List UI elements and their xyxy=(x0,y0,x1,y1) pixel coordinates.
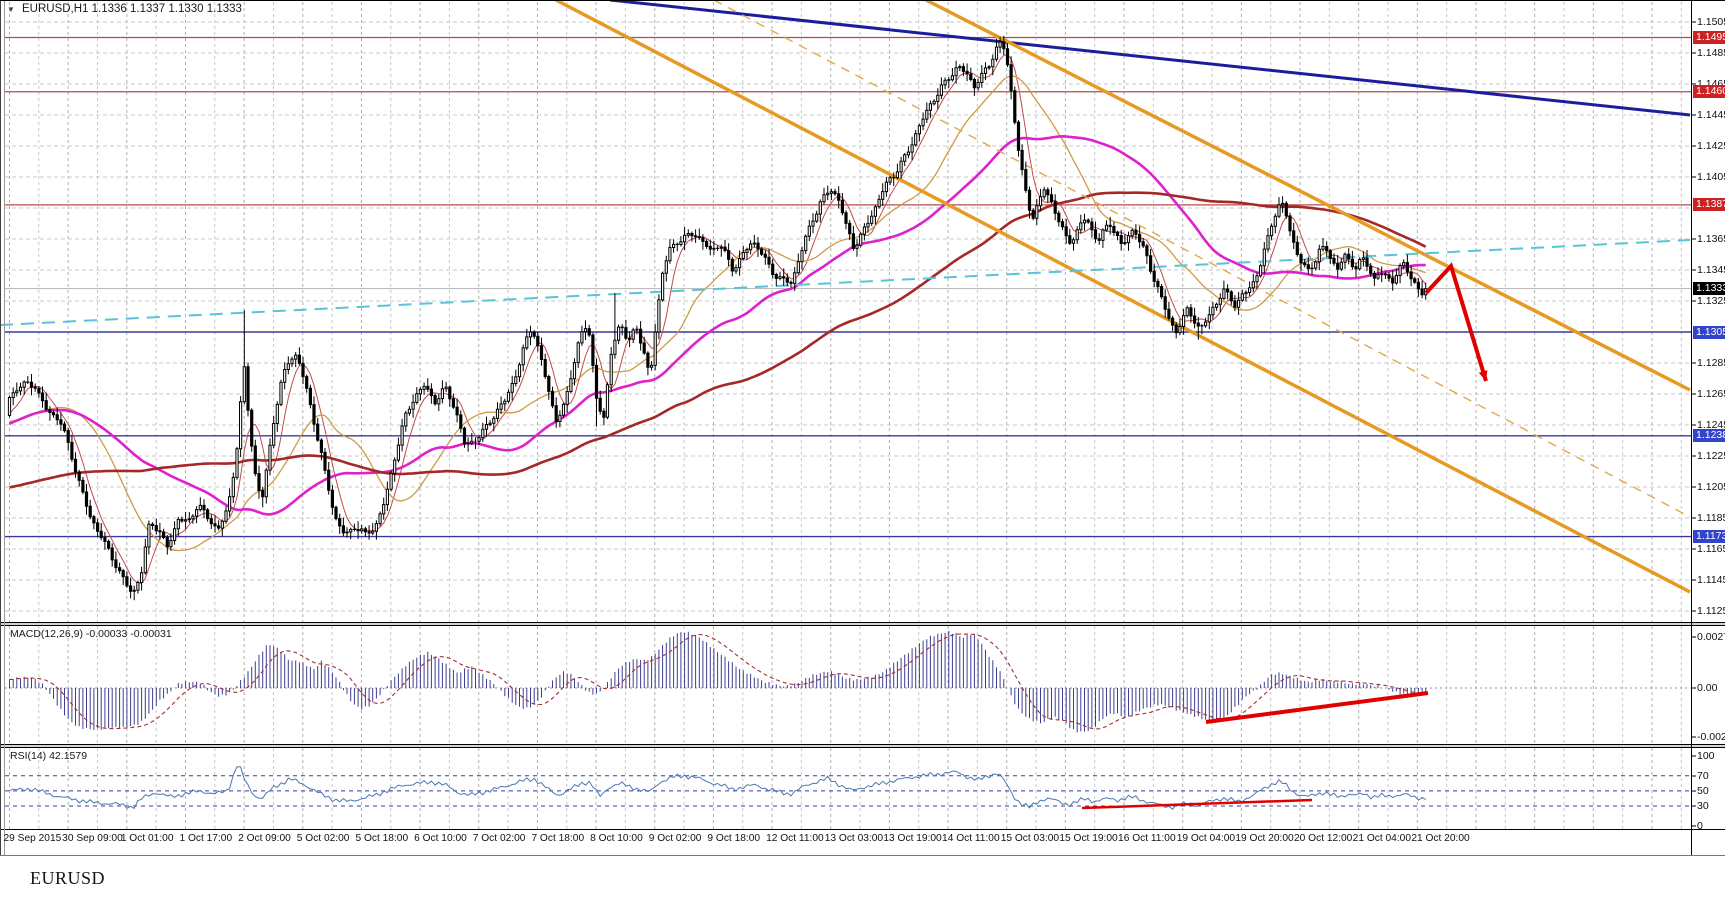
date-tick-label: 30 Sep 09:00 xyxy=(62,833,123,844)
date-tick-label: 12 Oct 11:00 xyxy=(766,833,824,844)
date-tick-label: 7 Oct 02:00 xyxy=(472,833,526,844)
price-badge-red[interactable]: 1.1495 xyxy=(1693,31,1725,44)
date-tick-label: 5 Oct 18:00 xyxy=(355,833,409,844)
price-tick-label: 1.1145 xyxy=(1697,574,1725,586)
descending-resistance-blue[interactable] xyxy=(609,0,1691,117)
price-tick-label: 1.1205 xyxy=(1697,481,1725,493)
price-tick-label: 1.1225 xyxy=(1697,450,1725,462)
price-tick-label: 1.1425 xyxy=(1697,140,1725,152)
date-tick-label: 15 Oct 19:00 xyxy=(1059,833,1118,844)
chart-title-ohlc: EURUSD,H1 1.1336 1.1337 1.1330 1.1333 xyxy=(22,3,242,15)
price-badge-red[interactable]: 1.1387 xyxy=(1693,198,1725,212)
date-tick-label: 1 Oct 01:00 xyxy=(120,833,174,844)
date-tick-label: 16 Oct 11:00 xyxy=(1118,833,1176,844)
price-tick-label: 1.1445 xyxy=(1697,109,1725,121)
rsi-divergence-trendline[interactable] xyxy=(1081,798,1313,810)
date-tick-label: 19 Oct 04:00 xyxy=(1176,833,1236,844)
rsi-axis-label: 0 xyxy=(1697,820,1703,832)
rsi-axis-label: 100 xyxy=(1697,750,1715,762)
ma-orange-line xyxy=(9,75,1426,552)
rsi-axis-label: 30 xyxy=(1697,800,1709,812)
rising-support-cyan-dashed[interactable] xyxy=(0,239,1691,326)
price-tick-label: 1.1365 xyxy=(1697,233,1725,245)
date-tick-label: 20 Oct 12:00 xyxy=(1294,833,1353,844)
panel-separator[interactable] xyxy=(0,744,1725,748)
price-badge-black[interactable]: 1.1333 xyxy=(1693,282,1725,296)
forecast-arrow-line[interactable] xyxy=(1424,262,1488,382)
date-tick-label: 7 Oct 18:00 xyxy=(531,833,585,844)
ma-slow-darkred-line xyxy=(9,191,1427,489)
candles-bearish xyxy=(26,41,1424,592)
date-tick-label: 9 Oct 02:00 xyxy=(648,833,702,844)
date-tick-label: 15 Oct 03:00 xyxy=(1000,833,1060,844)
rsi-axis-label: 50 xyxy=(1697,785,1709,797)
footer-symbol-label: EURUSD xyxy=(30,868,106,888)
price-tick-label: 1.1165 xyxy=(1697,543,1725,555)
date-tick-label: 13 Oct 03:00 xyxy=(824,833,884,844)
macd-divergence-trendline[interactable] xyxy=(1205,691,1429,724)
rsi-axis-label: 70 xyxy=(1697,770,1709,782)
price-tick-label: 1.1345 xyxy=(1697,264,1725,276)
date-tick-label: 13 Oct 19:00 xyxy=(883,833,942,844)
date-tick-label: 21 Oct 20:00 xyxy=(1411,833,1470,844)
date-tick-label: 6 Oct 10:00 xyxy=(414,833,467,844)
macd-axis-label: 0.00 xyxy=(1697,682,1718,694)
macd-axis-label: -0.00214 xyxy=(1697,731,1725,743)
macd-indicator-label: MACD(12,26,9) -0.00033 -0.00031 xyxy=(10,628,172,640)
channel-lower-orange[interactable] xyxy=(555,0,1691,594)
price-tick-label: 1.1265 xyxy=(1697,388,1725,400)
date-tick-label: 1 Oct 17:00 xyxy=(179,833,233,844)
price-tick-label: 1.1245 xyxy=(1697,419,1725,431)
price-badge-blue[interactable]: 1.1238 xyxy=(1693,429,1725,443)
price-badge-blue[interactable]: 1.1173 xyxy=(1693,530,1725,544)
rsi-indicator-label: RSI(14) 42.1579 xyxy=(10,750,88,762)
date-tick-label: 19 Oct 20:00 xyxy=(1235,833,1294,844)
price-tick-label: 1.1485 xyxy=(1697,47,1725,59)
date-tick-label: 29 Sep 2015 xyxy=(3,833,62,844)
ma-fast-red-line xyxy=(9,54,1427,584)
collapse-triangle-icon[interactable]: ▼ xyxy=(7,5,15,14)
macd-histogram xyxy=(9,631,1427,733)
date-tick-label: 14 Oct 11:00 xyxy=(942,833,1000,844)
date-tick-label: 8 Oct 10:00 xyxy=(590,833,643,844)
date-tick-label: 21 Oct 04:00 xyxy=(1352,833,1412,844)
price-tick-label: 1.1405 xyxy=(1697,171,1725,183)
ma-magenta-line xyxy=(8,134,1426,516)
date-tick-label: 5 Oct 02:00 xyxy=(296,833,350,844)
channel-upper-orange[interactable] xyxy=(925,0,1691,392)
price-tick-label: 1.1185 xyxy=(1697,512,1725,524)
candle-wicks xyxy=(9,36,1427,601)
price-tick-label: 1.1505 xyxy=(1697,16,1725,28)
price-tick-label: 1.1325 xyxy=(1697,295,1725,307)
date-tick-label: 2 Oct 09:00 xyxy=(238,833,291,844)
price-badge-blue[interactable]: 1.1305 xyxy=(1693,325,1725,339)
forecast-arrowhead-icon xyxy=(1478,370,1488,381)
channel-median-orange-dashed[interactable] xyxy=(713,0,1691,518)
price-tick-label: 1.1285 xyxy=(1697,357,1725,369)
price-tick-label: 1.1125 xyxy=(1697,605,1725,617)
price-badge-red[interactable]: 1.1460 xyxy=(1693,85,1725,99)
panel-separator[interactable] xyxy=(0,622,1725,626)
date-tick-label: 9 Oct 18:00 xyxy=(707,833,761,844)
macd-axis-label: 0.00278 xyxy=(1697,631,1725,643)
candles-bullish xyxy=(7,41,1428,592)
